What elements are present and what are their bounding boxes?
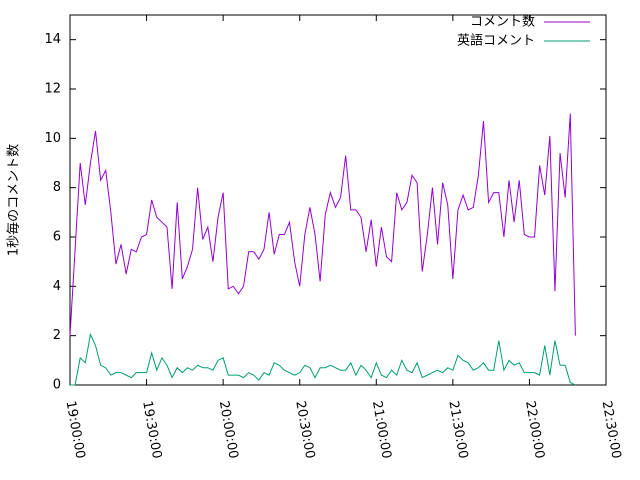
y-tick-label: 4 (53, 279, 61, 294)
legend-label: 英語コメント (457, 33, 535, 49)
x-tick-label: 22:00:00 (522, 400, 547, 460)
y-tick-label: 12 (44, 82, 61, 97)
y-tick-label: 2 (53, 328, 61, 343)
x-tick-label: 22:30:00 (599, 400, 624, 460)
y-axis-label: 1秒毎のコメント数 (6, 144, 22, 256)
y-tick-label: 14 (44, 32, 61, 47)
series-line (69, 113, 576, 336)
y-tick-label: 8 (53, 180, 61, 195)
x-tick-label: 21:00:00 (369, 400, 394, 460)
y-tick-label: 10 (44, 131, 61, 146)
x-tick-label: 19:00:00 (63, 400, 88, 460)
y-tick-label: 0 (53, 378, 61, 393)
x-tick-label: 19:30:00 (139, 400, 164, 460)
x-tick-label: 21:30:00 (445, 400, 470, 460)
legend-label: コメント数 (470, 15, 535, 30)
y-tick-label: 6 (53, 230, 61, 245)
x-tick-label: 20:30:00 (292, 400, 317, 460)
series-line (70, 332, 576, 386)
x-tick-label: 20:00:00 (216, 400, 241, 460)
plot-border (69, 14, 607, 386)
